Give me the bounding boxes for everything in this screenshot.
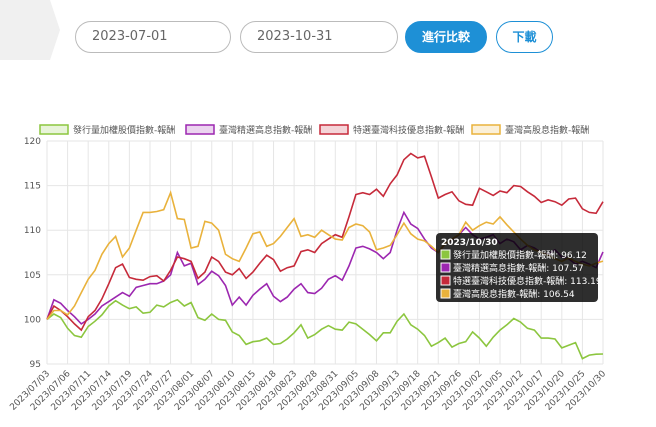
legend-swatch [471, 124, 501, 135]
tooltip-swatch [440, 275, 451, 286]
y-tick-label: 100 [24, 315, 41, 325]
legend-swatch [185, 124, 215, 135]
tooltip-line: 臺灣高股息指數-報酬: 106.54 [453, 288, 575, 300]
line-series [46, 152, 604, 332]
tooltip-line: 特選臺灣科技優息指數-報酬: 113.19 [453, 275, 602, 287]
tooltip-title: 2023/10/30 [441, 238, 498, 248]
tooltip-swatch [440, 249, 451, 260]
legend-item: 特選臺灣科技優息指數-報酬 [319, 124, 464, 136]
y-tick-label: 110 [24, 226, 41, 236]
compare-button[interactable]: 進行比較 [405, 21, 487, 53]
end-date[interactable]: 2023-10-31 [240, 21, 398, 53]
tooltip-line: 臺灣精選高息指數-報酬: 107.57 [453, 262, 584, 274]
line-series [46, 298, 604, 360]
legend-swatch [39, 124, 69, 135]
legend-swatch [319, 124, 349, 135]
line-series [46, 190, 604, 320]
y-tick-label: 115 [24, 182, 41, 192]
legend-label: 臺灣精選高息指數-報酬 [219, 124, 312, 136]
tooltip-swatch [440, 262, 451, 273]
y-tick-label: 105 [24, 271, 41, 281]
legend-item: 臺灣高股息指數-報酬 [471, 124, 589, 136]
decor [0, 0, 60, 60]
legend-item: 發行量加權股價指數-報酬 [39, 124, 175, 136]
legend-item: 臺灣精選高息指數-報酬 [185, 124, 312, 136]
start-date[interactable]: 2023-07-01 [75, 21, 231, 53]
y-tick-label: 120 [24, 137, 41, 147]
legend-label: 特選臺灣科技優息指數-報酬 [353, 124, 464, 136]
y-tick-label: 95 [30, 360, 41, 370]
download-button[interactable]: 下載 [496, 21, 553, 53]
tooltip-box [436, 233, 598, 302]
tooltip-line: 發行量加權股價指數-報酬: 96.12 [453, 249, 587, 261]
tooltip-swatch [440, 288, 451, 299]
legend-label: 發行量加權股價指數-報酬 [73, 124, 175, 136]
legend-label: 臺灣高股息指數-報酬 [505, 124, 589, 136]
